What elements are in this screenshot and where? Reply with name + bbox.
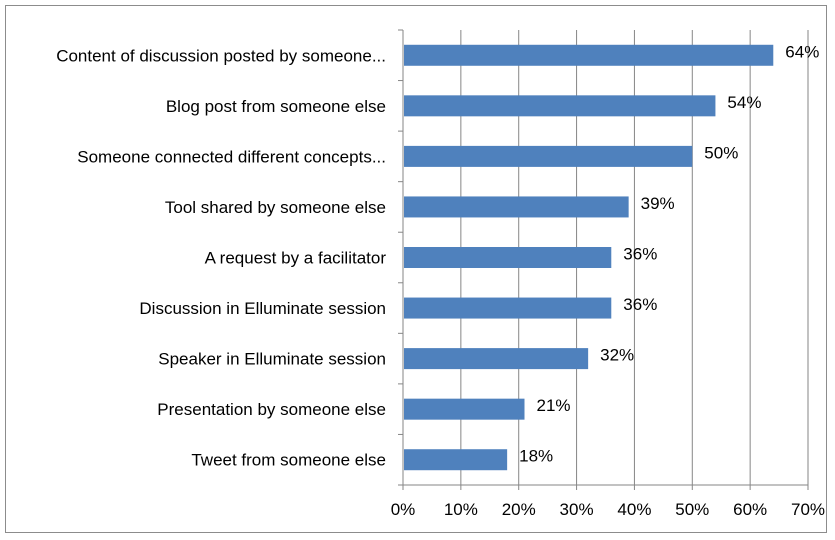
bars <box>404 44 774 471</box>
data-label: 36% <box>623 295 657 314</box>
chart-frame <box>5 5 827 533</box>
data-label: 36% <box>623 245 657 264</box>
data-label: 32% <box>600 346 634 365</box>
x-tick-label: 60% <box>733 500 767 519</box>
x-tick-label: 70% <box>791 500 825 519</box>
data-label: 39% <box>641 194 675 213</box>
bar <box>404 247 612 268</box>
data-label: 64% <box>785 42 819 61</box>
axes <box>398 29 809 490</box>
category-label: A request by a facilitator <box>205 249 387 268</box>
category-label: Discussion in Elluminate session <box>139 299 386 318</box>
category-label: Blog post from someone else <box>166 97 386 116</box>
x-tick-label: 30% <box>560 500 594 519</box>
category-label: Tweet from someone else <box>191 451 386 470</box>
x-tick-label: 10% <box>444 500 478 519</box>
bar <box>404 348 589 370</box>
bar <box>404 196 629 218</box>
x-tick-label: 50% <box>675 500 709 519</box>
data-label: 50% <box>704 143 738 162</box>
bar <box>404 95 716 117</box>
data-label: 18% <box>519 447 553 466</box>
labels: 0% 10% 20% 30% 40% 50% 60% 70% Content of discus… <box>56 42 825 519</box>
category-label: Presentation by someone else <box>157 400 386 419</box>
category-label: Tool shared by someone else <box>165 198 386 217</box>
category-label: Someone connected different concepts... <box>77 147 386 166</box>
x-tick-label: 20% <box>502 500 536 519</box>
x-tick-label: 0% <box>391 500 416 519</box>
bar <box>404 297 612 319</box>
data-label: 54% <box>727 93 761 112</box>
x-tick-label: 40% <box>617 500 651 519</box>
data-label: 21% <box>537 396 571 415</box>
category-label: Speaker in Elluminate session <box>158 350 386 369</box>
category-label: Content of discussion posted by someone.… <box>56 46 386 65</box>
bar <box>404 145 693 167</box>
bar <box>404 398 525 420</box>
bar <box>404 44 774 66</box>
bar <box>404 449 508 471</box>
